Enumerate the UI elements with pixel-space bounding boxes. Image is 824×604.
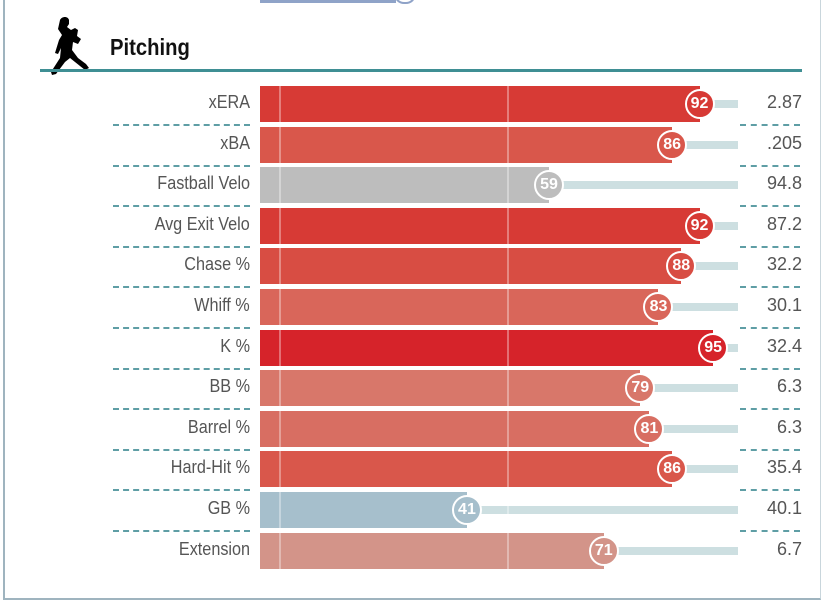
percentile-bar xyxy=(260,248,682,285)
metric-row-chase: Chase % 88 32.2 xyxy=(0,248,824,285)
metric-value: 35.4 xyxy=(766,457,802,478)
row-separator xyxy=(113,489,250,492)
percentile-bar xyxy=(260,207,700,244)
metric-row-barrel: Barrel % 81 6.3 xyxy=(0,410,824,447)
percentile-bar xyxy=(260,451,673,488)
metric-value: 94.8 xyxy=(766,173,802,194)
row-separator xyxy=(113,530,250,532)
percentile-track xyxy=(603,546,738,555)
metric-row-extension: Extension 71 6.7 xyxy=(0,532,824,569)
percentile-circle: 86 xyxy=(657,129,688,160)
metric-row-whiff: Whiff % 83 30.1 xyxy=(0,289,824,325)
metric-label: Fastball Velo xyxy=(157,173,250,194)
metric-value: 30.1 xyxy=(766,295,802,315)
row-separator xyxy=(113,327,250,329)
percentile-circle: 88 xyxy=(666,251,697,282)
percentile-track xyxy=(649,424,738,433)
metric-value: 6.3 xyxy=(776,416,802,437)
percentile-bar xyxy=(260,126,673,163)
percentile-circle: 79 xyxy=(625,373,656,404)
metric-row-k: K % 95 32.4 xyxy=(0,329,824,366)
metric-value: 2.87 xyxy=(766,92,802,112)
section-title: Pitching xyxy=(110,34,190,60)
percentile-track xyxy=(640,384,738,393)
percentile-track xyxy=(466,506,738,514)
percentile-circle: 71 xyxy=(588,535,619,566)
metric-label: xERA xyxy=(208,92,250,112)
metric-row-hard-hit: Hard-Hit % 86 35.4 xyxy=(0,451,824,488)
metric-label: Avg Exit Velo xyxy=(154,213,250,234)
metric-label: Extension xyxy=(178,538,250,559)
percentile-bar xyxy=(260,492,509,528)
percentile-track xyxy=(549,181,738,190)
metric-label: GB % xyxy=(207,498,250,518)
metric-value: 6.7 xyxy=(776,538,802,559)
metric-value: 87.2 xyxy=(766,213,802,234)
percentile-bar xyxy=(260,532,604,569)
percentile-bar xyxy=(260,289,659,325)
percentile-circle: 92 xyxy=(684,89,715,119)
row-separator xyxy=(113,205,250,208)
metric-value: 32.4 xyxy=(766,335,802,356)
row-separator xyxy=(113,245,250,248)
row-separator xyxy=(113,367,250,370)
section-divider xyxy=(40,69,802,72)
metric-row-fastball-velo: Fastball Velo 59 94.8 xyxy=(0,167,824,204)
row-separator xyxy=(113,124,250,126)
percentile-bar xyxy=(260,167,550,204)
metric-label: Hard-Hit % xyxy=(170,457,250,478)
metric-value: 6.3 xyxy=(776,376,802,397)
metric-row-bb: BB % 79 6.3 xyxy=(0,370,824,407)
percentile-bar xyxy=(260,410,650,447)
percentile-track xyxy=(699,100,738,108)
row-separator xyxy=(740,489,800,492)
metric-label: K % xyxy=(220,335,250,356)
row-separator xyxy=(113,164,250,167)
percentile-circle: 81 xyxy=(634,413,665,444)
pitcher-icon xyxy=(51,17,89,75)
percentile-track xyxy=(699,221,738,230)
metric-label: Chase % xyxy=(184,254,250,275)
row-separator xyxy=(740,245,800,248)
previous-section-bar xyxy=(260,0,396,3)
row-separator xyxy=(740,530,800,532)
percentile-circle: 41 xyxy=(451,495,482,525)
percentile-circle: 92 xyxy=(684,210,715,241)
metric-value: .205 xyxy=(766,132,802,153)
percentile-circle: 95 xyxy=(698,332,729,363)
percentile-bar xyxy=(260,329,714,366)
metric-label: Barrel % xyxy=(187,416,250,437)
row-separator xyxy=(740,408,800,411)
row-separator xyxy=(113,286,250,289)
percentile-track xyxy=(672,465,738,474)
metric-row-xera: xERA 92 2.87 xyxy=(0,86,824,122)
metric-value: 40.1 xyxy=(766,498,802,518)
row-separator xyxy=(740,286,800,289)
panel-frame xyxy=(3,0,821,600)
percentile-track xyxy=(681,262,738,271)
metric-row-xba: xBA 86 .205 xyxy=(0,126,824,163)
metric-label: Whiff % xyxy=(194,295,250,315)
row-separator xyxy=(740,367,800,370)
row-separator xyxy=(113,448,250,451)
percentile-bar xyxy=(260,86,700,122)
percentile-track xyxy=(672,140,738,149)
metric-value: 32.2 xyxy=(766,254,802,275)
metric-row-gb: GB % 41 40.1 xyxy=(0,492,824,528)
metric-label: BB % xyxy=(209,376,250,397)
percentile-bar xyxy=(260,370,641,407)
row-separator xyxy=(740,205,800,208)
row-separator xyxy=(740,448,800,451)
percentile-circle: 86 xyxy=(657,454,688,485)
row-separator xyxy=(740,164,800,167)
percentile-circle: 59 xyxy=(534,170,565,201)
row-separator xyxy=(740,124,800,126)
metric-row-avg-exit-velo: Avg Exit Velo 92 87.2 xyxy=(0,207,824,244)
percentile-circle: 83 xyxy=(643,292,674,322)
metric-label: xBA xyxy=(220,132,250,153)
row-separator xyxy=(113,408,250,411)
row-separator xyxy=(740,327,800,329)
percentile-track xyxy=(658,303,738,311)
